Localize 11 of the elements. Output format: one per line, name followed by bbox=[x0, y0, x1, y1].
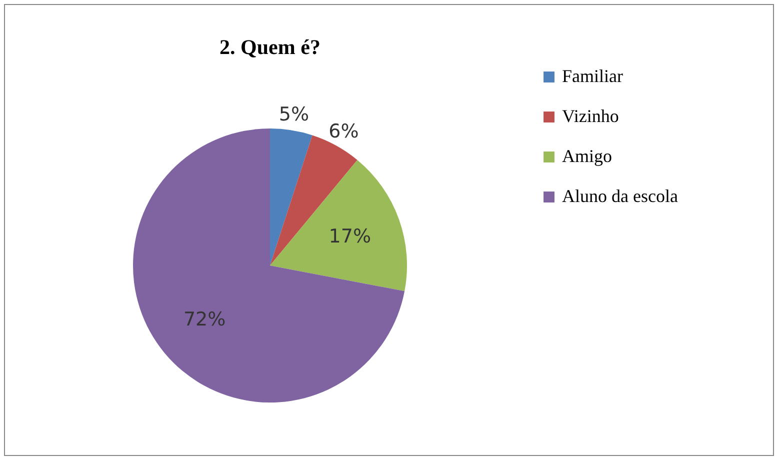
data-label: 17% bbox=[328, 226, 372, 248]
legend-label: Amigo bbox=[562, 146, 612, 166]
data-label: 5% bbox=[278, 103, 310, 126]
legend-label: Aluno da escola bbox=[562, 186, 678, 206]
data-label: 6% bbox=[328, 120, 359, 142]
chart-title: 2. Quem é? bbox=[220, 35, 320, 59]
legend-label: Familiar bbox=[562, 66, 623, 86]
data-label: 72% bbox=[183, 308, 226, 331]
legend-label: Vizinho bbox=[562, 106, 619, 126]
pie-slice bbox=[270, 128, 312, 266]
pie-slice bbox=[270, 160, 407, 292]
